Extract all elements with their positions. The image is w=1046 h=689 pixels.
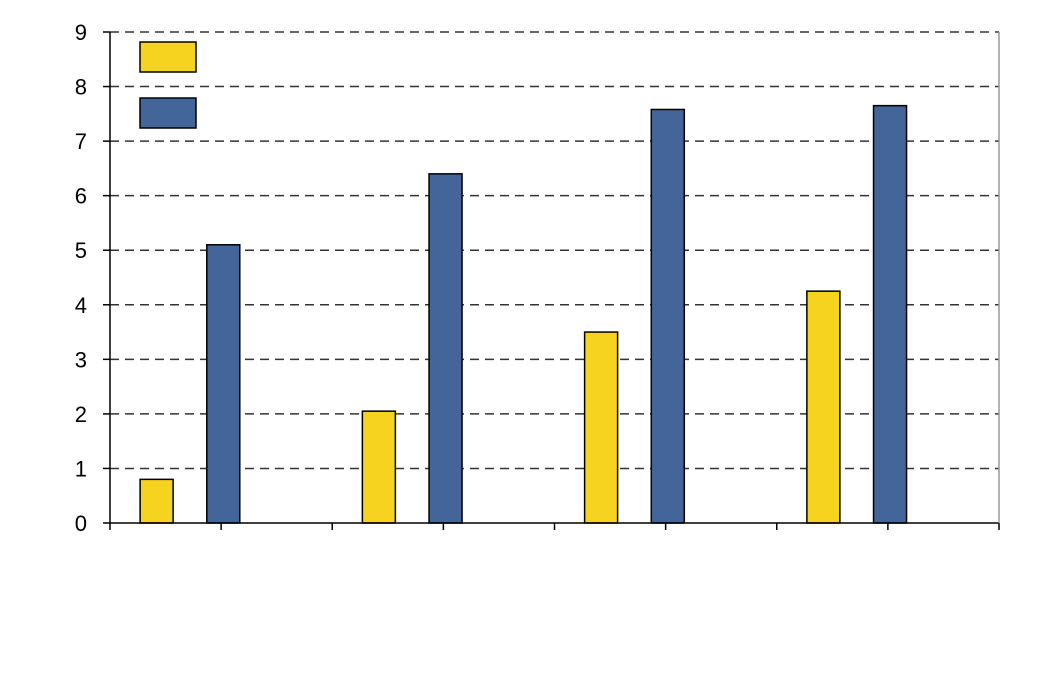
y-tick-label: 2 — [75, 402, 87, 427]
y-tick-label: 6 — [75, 184, 87, 209]
legend-swatch-series2 — [139, 97, 197, 129]
y-tick-label: 4 — [75, 293, 87, 318]
bar-series1-cat3 — [583, 331, 619, 524]
y-tick-label: 5 — [75, 238, 87, 263]
bar-series1-cat2 — [361, 410, 397, 524]
legend — [139, 41, 197, 129]
y-tick-label: 7 — [75, 129, 87, 154]
legend-swatch-series1 — [139, 41, 197, 73]
y-tick-labels: 0 1 2 3 4 5 6 7 8 9 — [75, 20, 87, 536]
bars — [139, 104, 908, 524]
bar-series2-cat2 — [428, 173, 463, 524]
axes — [103, 31, 1000, 530]
y-tick-label: 9 — [75, 20, 87, 45]
y-tick-label: 8 — [75, 75, 87, 100]
bar-series2-cat3 — [650, 108, 686, 524]
gridlines — [110, 31, 999, 470]
y-tick-label: 1 — [75, 456, 87, 481]
bar-series2-cat4 — [872, 104, 908, 524]
y-tick-label: 3 — [75, 347, 87, 372]
bar-series1-cat1 — [139, 478, 174, 524]
bar-series1-cat4 — [806, 290, 841, 524]
y-tick-label: 0 — [75, 511, 87, 536]
bar-series2-cat1 — [206, 244, 241, 524]
